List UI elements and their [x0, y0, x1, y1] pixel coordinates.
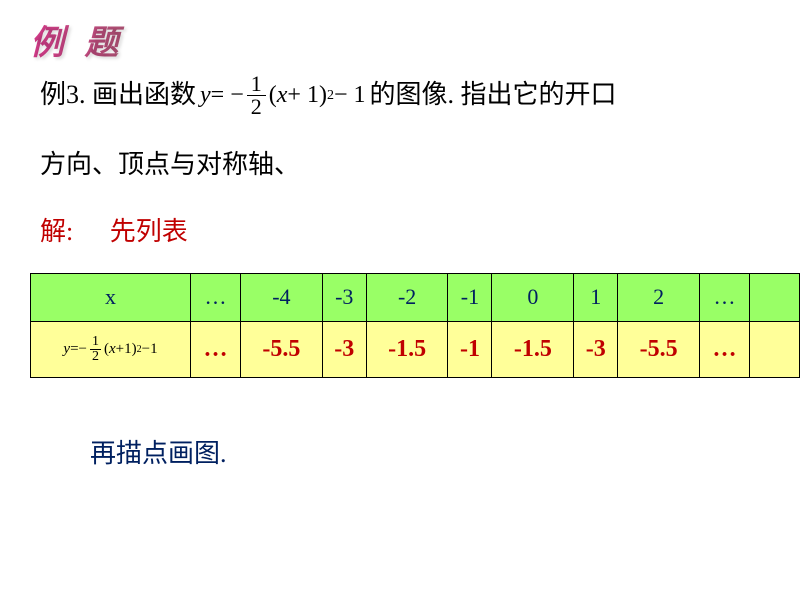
table-row-y: y =− 1 2 (x+1) 2 −1 … -5.5 -3 -1.5 -1 -1… [31, 321, 800, 377]
cell-plus-one: +1) [116, 341, 137, 358]
table-cell: -2 [366, 273, 448, 321]
formula-y-var: y [200, 74, 211, 117]
table-cell: … [700, 321, 750, 377]
fraction-numerator: 1 [247, 73, 266, 96]
formula-x-var: x [277, 74, 288, 117]
table-cell: -3 [574, 321, 618, 377]
table-cell: -1 [448, 321, 492, 377]
cell-fraction: 1 2 [90, 335, 101, 364]
table-cell: -1.5 [366, 321, 448, 377]
cell-formula: y =− 1 2 (x+1) 2 −1 [63, 335, 157, 364]
table-cell: -4 [241, 273, 323, 321]
formula-exponent: 2 [327, 83, 334, 108]
value-table: x … -4 -3 -2 -1 0 1 2 … y =− 1 2 (x+1 [30, 273, 770, 378]
problem-formula: y = − 1 2 (x + 1) 2 − 1 [200, 73, 365, 118]
table-cell [750, 321, 800, 377]
footer-instruction: 再描点画图. [90, 433, 770, 470]
table-cell: -3 [322, 273, 366, 321]
formula-fraction: 1 2 [247, 73, 266, 118]
table-cell: … [191, 273, 241, 321]
cell-x-var: x [109, 341, 116, 358]
cell-frac-den: 2 [90, 350, 101, 364]
problem-prefix: 例3. 画出函数 [40, 72, 196, 119]
cell-tail: −1 [142, 341, 158, 358]
solution-text: 先列表 [110, 217, 188, 246]
formula-equals: = − [211, 74, 244, 117]
table-cell: -3 [322, 321, 366, 377]
table-cell: 1 [574, 273, 618, 321]
solution-line: 解: 先列表 [40, 211, 770, 248]
problem-suffix: 的图像. 指出它的开口 [369, 72, 616, 119]
table-cell [750, 273, 800, 321]
table-row-x: x … -4 -3 -2 -1 0 1 2 … [31, 273, 800, 321]
slide-title: 例 题 [30, 15, 770, 64]
table-cell: 0 [492, 273, 574, 321]
table-cell: 2 [618, 273, 700, 321]
formula-tail: − 1 [334, 74, 366, 117]
cell-frac-num: 1 [90, 335, 101, 350]
cell-eq: =− [70, 341, 87, 358]
table-cell: -1 [448, 273, 492, 321]
y-formula-cell: y =− 1 2 (x+1) 2 −1 [31, 321, 191, 377]
table-cell: -5.5 [241, 321, 323, 377]
formula-plus-one: + 1) [287, 74, 327, 117]
table-cell: -1.5 [492, 321, 574, 377]
solution-label: 解: [40, 217, 73, 246]
table-cell: … [191, 321, 241, 377]
table-cell: -5.5 [618, 321, 700, 377]
formula-paren: ( [269, 74, 277, 117]
problem-statement-line2: 方向、顶点与对称轴、 [40, 144, 770, 181]
x-label-cell: x [31, 273, 191, 321]
problem-statement-line1: 例3. 画出函数 y = − 1 2 (x + 1) 2 − 1 的图像. 指出… [40, 72, 770, 119]
cell-y-var: y [63, 341, 70, 358]
table-cell: … [700, 273, 750, 321]
fraction-denominator: 2 [247, 96, 266, 118]
